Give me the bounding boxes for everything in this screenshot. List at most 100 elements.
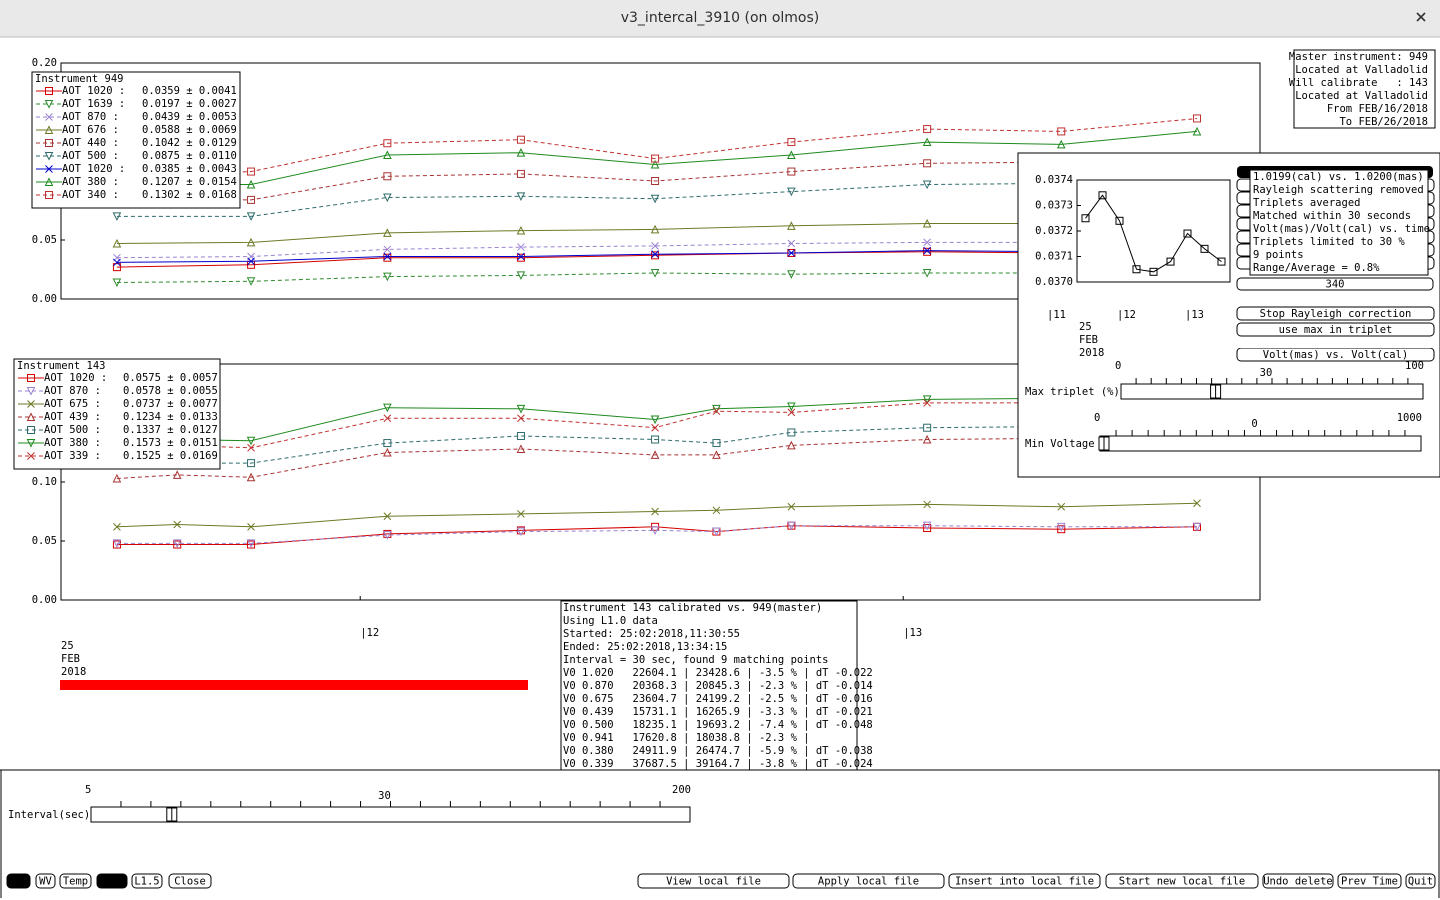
toolbar-button[interactable]: Temp bbox=[59, 873, 92, 889]
legend-stat: 0.1337 ± 0.0127 bbox=[123, 424, 218, 436]
option[interactable]: Triplets limited to 30 % bbox=[1253, 236, 1405, 248]
toolbar-button-label: AOT bbox=[9, 876, 29, 888]
selected-option: 1.0199(cal) vs. 1.0200(mas) bbox=[1253, 171, 1424, 183]
inset-x-label: |12 bbox=[1117, 309, 1136, 321]
inset-date: FEB bbox=[1079, 334, 1098, 346]
legend-stat: 0.1042 ± 0.0129 bbox=[142, 137, 237, 149]
legend-name: AOT 870 : bbox=[62, 111, 119, 123]
y-tick-label: 0.0373 bbox=[1035, 200, 1073, 212]
data-point bbox=[1115, 216, 1124, 225]
action-button[interactable]: Apply local file bbox=[792, 873, 945, 889]
data-point bbox=[712, 450, 721, 459]
data-point bbox=[247, 167, 256, 176]
summary-line: Started: 25:02:2018,11:30:55 bbox=[563, 628, 740, 640]
series-line bbox=[116, 525, 1197, 544]
wavelength-button[interactable]: 340 bbox=[1236, 277, 1434, 291]
option[interactable]: Triplets averaged bbox=[1253, 197, 1360, 209]
legend-marker bbox=[27, 400, 35, 408]
master-line: Located at Valladolid bbox=[1295, 90, 1428, 102]
toolbar-button[interactable]: WV bbox=[35, 873, 56, 889]
panel-button[interactable]: Stop Rayleigh correction bbox=[1236, 306, 1435, 321]
legend-name: AOT 1020 : bbox=[62, 163, 125, 175]
legend-stat: 0.0588 ± 0.0069 bbox=[142, 124, 237, 136]
option[interactable]: 9 points bbox=[1253, 249, 1304, 261]
toolbar-button-label: Temp bbox=[63, 876, 88, 888]
action-button[interactable]: Undo delete bbox=[1262, 873, 1334, 889]
series-line bbox=[116, 118, 1198, 176]
legend-marker bbox=[26, 387, 36, 396]
wavelength-button-frame bbox=[1236, 277, 1434, 291]
summary-line: V0 0.339 37687.5 | 39164.7 | -3.8 % | dT… bbox=[563, 758, 873, 770]
slider-label: Interval(sec) bbox=[8, 809, 90, 821]
data-point bbox=[650, 194, 660, 204]
data-point bbox=[1193, 114, 1202, 123]
action-button-frame bbox=[1262, 873, 1334, 889]
data-point bbox=[1217, 257, 1226, 266]
toolbar-button-frame bbox=[168, 873, 212, 889]
action-button[interactable]: Prev Time bbox=[1337, 873, 1402, 889]
panel-button[interactable]: use max in triplet bbox=[1236, 322, 1435, 337]
data-point bbox=[516, 225, 526, 235]
toolbar-button[interactable]: Close bbox=[168, 873, 212, 889]
option[interactable]: Volt(mas)/Volt(cal) vs. time bbox=[1253, 223, 1430, 235]
wavelength-button-label: 340 bbox=[1326, 279, 1345, 291]
action-button[interactable]: View local file bbox=[637, 873, 790, 889]
slider-track bbox=[1120, 383, 1424, 400]
data-point bbox=[1056, 522, 1066, 532]
inset-x-label: |11 bbox=[1047, 309, 1066, 321]
action-button[interactable]: Insert into local file bbox=[948, 873, 1101, 889]
toolbar-button-label: Close bbox=[174, 876, 206, 888]
data-point bbox=[651, 251, 660, 260]
toolbar-button-frame bbox=[35, 873, 56, 889]
data-point bbox=[247, 257, 255, 266]
action-button[interactable]: Quit bbox=[1405, 873, 1436, 889]
data-point bbox=[787, 428, 796, 437]
legend-name: AOT 870 : bbox=[44, 385, 101, 397]
data-point bbox=[383, 439, 392, 448]
y-tick-label: 0.00 bbox=[32, 293, 57, 305]
toolbar-button[interactable]: L1.0 bbox=[96, 873, 128, 889]
data-point bbox=[712, 527, 721, 537]
inset-date: 2018 bbox=[1079, 347, 1104, 359]
action-button-label: Prev Time bbox=[1341, 876, 1398, 888]
slider-track bbox=[90, 806, 691, 823]
summary-line: V0 0.941 17620.8 | 18038.8 | -2.3 % | bbox=[563, 732, 810, 744]
legend-marker bbox=[45, 165, 53, 173]
data-point bbox=[923, 399, 931, 407]
data-point bbox=[1132, 265, 1141, 274]
data-point bbox=[517, 510, 525, 518]
data-point bbox=[383, 414, 392, 423]
data-point bbox=[651, 177, 660, 185]
data-point bbox=[787, 239, 796, 248]
toolbar-button-label: L1.0 bbox=[99, 876, 124, 888]
panel-button[interactable]: Volt(mas) vs. Volt(cal) bbox=[1236, 347, 1435, 362]
master-line: Master instrument: 949 bbox=[1289, 51, 1428, 63]
series-line bbox=[116, 221, 1198, 244]
data-point bbox=[787, 521, 796, 531]
toolbar-button[interactable]: AOT bbox=[6, 873, 31, 889]
legend-name: AOT 675 : bbox=[44, 398, 101, 410]
slider-min: 5 bbox=[85, 784, 91, 796]
data-point bbox=[923, 423, 932, 432]
data-point bbox=[650, 159, 660, 169]
legend-name: AOT 676 : bbox=[62, 124, 119, 136]
data-point bbox=[383, 531, 392, 540]
data-point bbox=[922, 218, 932, 228]
close-icon[interactable] bbox=[1416, 12, 1426, 22]
data-point bbox=[112, 540, 121, 549]
legend-name: AOT 1020 : bbox=[44, 372, 107, 384]
toolbar-button[interactable]: L1.5 bbox=[131, 873, 163, 889]
data-point bbox=[383, 272, 392, 282]
option[interactable]: Matched within 30 seconds bbox=[1253, 210, 1411, 222]
action-button[interactable]: Start new local file bbox=[1105, 873, 1259, 889]
option[interactable]: Rayleigh scattering removed bbox=[1253, 184, 1424, 196]
option[interactable]: Range/Average = 0.8% bbox=[1253, 262, 1380, 274]
legend-marker bbox=[44, 152, 54, 161]
legend-stat: 0.0578 ± 0.0055 bbox=[123, 385, 218, 397]
data-point bbox=[247, 522, 255, 531]
summary-line: V0 0.380 24911.9 | 26474.7 | -5.9 % | dT… bbox=[563, 745, 873, 757]
action-button-label: Undo delete bbox=[1263, 876, 1333, 888]
data-point bbox=[923, 125, 932, 134]
data-point bbox=[112, 212, 122, 222]
summary-line: V0 1.020 22604.1 | 23428.6 | -3.5 % | dT… bbox=[563, 667, 873, 679]
